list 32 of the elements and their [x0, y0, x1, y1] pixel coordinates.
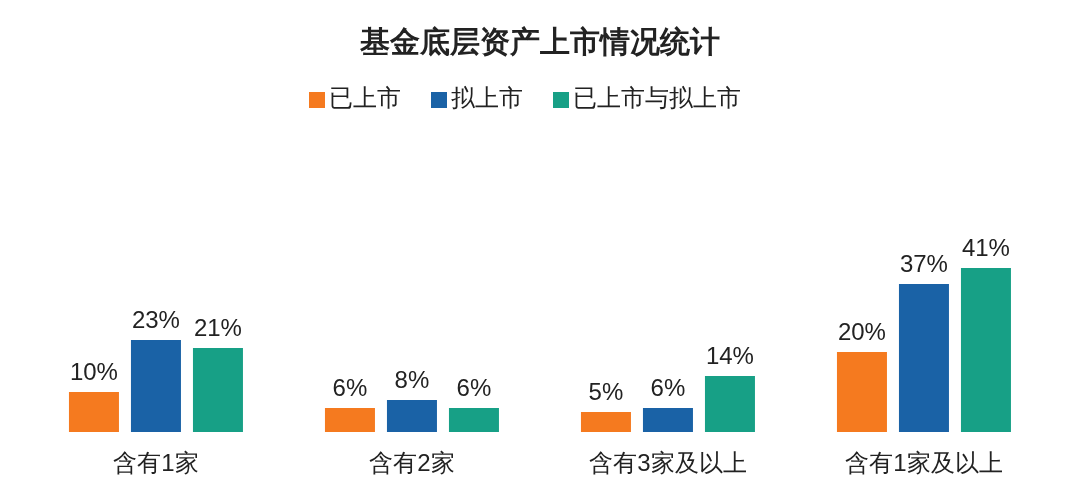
- x-tick-label: 含有1家及以上: [845, 449, 1003, 477]
- data-label: 8%: [394, 366, 430, 393]
- data-label: 20%: [837, 318, 886, 345]
- bar: [448, 408, 499, 432]
- bar: [580, 412, 631, 432]
- bar: [704, 376, 755, 432]
- legend-label: 拟上市: [451, 84, 523, 111]
- data-label: 37%: [899, 250, 948, 277]
- data-label: 6%: [456, 374, 492, 401]
- bar: [130, 340, 181, 432]
- bar: [386, 400, 437, 432]
- legend-label: 已上市: [329, 84, 401, 111]
- data-label: 10%: [69, 358, 118, 385]
- bar: [960, 268, 1011, 432]
- data-label: 6%: [650, 374, 686, 401]
- bar: [324, 408, 375, 432]
- data-label: 41%: [961, 234, 1010, 261]
- data-label: 5%: [588, 378, 624, 405]
- x-tick-label: 含有1家: [113, 449, 199, 477]
- bar: [898, 284, 949, 432]
- bar: [836, 352, 887, 432]
- bar: [68, 392, 119, 432]
- legend-label: 已上市与拟上市: [573, 84, 741, 111]
- bar: [642, 408, 693, 432]
- bar: [192, 348, 243, 432]
- chart-title: 基金底层资产上市情况统计: [359, 24, 721, 60]
- data-label: 23%: [131, 306, 180, 333]
- x-tick-label: 含有2家: [369, 449, 455, 477]
- data-label: 21%: [193, 314, 242, 341]
- data-label: 14%: [705, 342, 754, 369]
- data-label: 6%: [332, 374, 368, 401]
- x-tick-label: 含有3家及以上: [589, 449, 747, 477]
